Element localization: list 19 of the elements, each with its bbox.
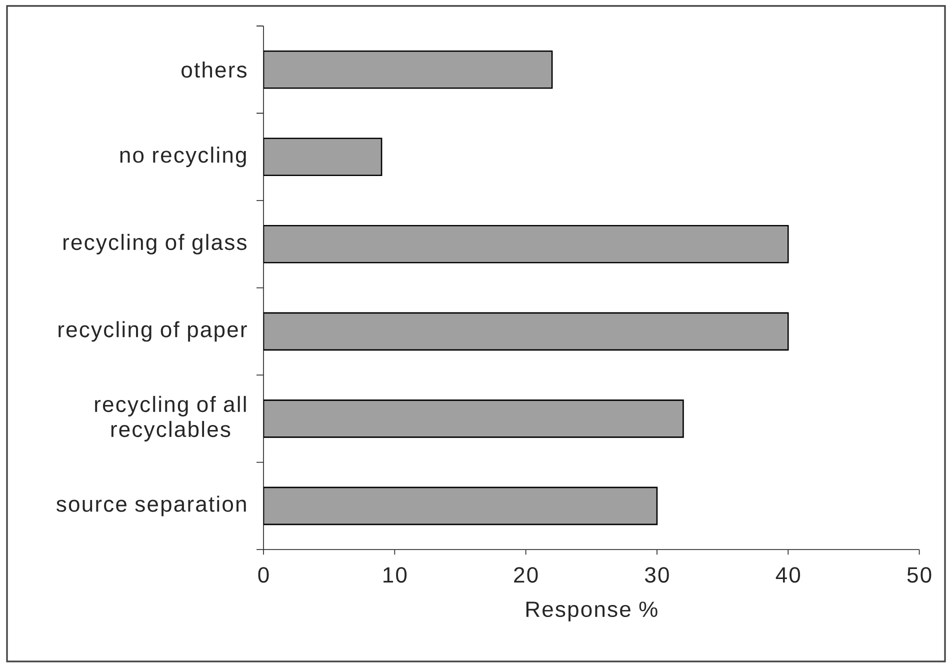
y-tick-label: recycling of glass (64, 234, 246, 254)
bar (264, 486, 658, 526)
y-tick-label: others (182, 62, 247, 78)
bar (264, 50, 553, 89)
y-tick-label: recycling of all recyclables (95, 396, 246, 442)
x-tick-label: 0 (258, 567, 269, 583)
x-tick-label: 20 (514, 567, 538, 583)
x-axis-title: Response % (526, 602, 658, 622)
bar (264, 312, 789, 351)
y-tick-label: recycling of paper (58, 321, 247, 342)
y-tick-label: source separation (56, 496, 246, 516)
y-tick-label: no recycling (120, 146, 246, 168)
x-tick-label: 10 (384, 567, 407, 583)
bar (264, 138, 382, 176)
bar (264, 225, 789, 264)
bar (264, 400, 684, 438)
x-tick-label: 50 (907, 567, 932, 583)
x-tick-label: 30 (645, 567, 669, 583)
x-tick-label: 40 (776, 567, 800, 583)
